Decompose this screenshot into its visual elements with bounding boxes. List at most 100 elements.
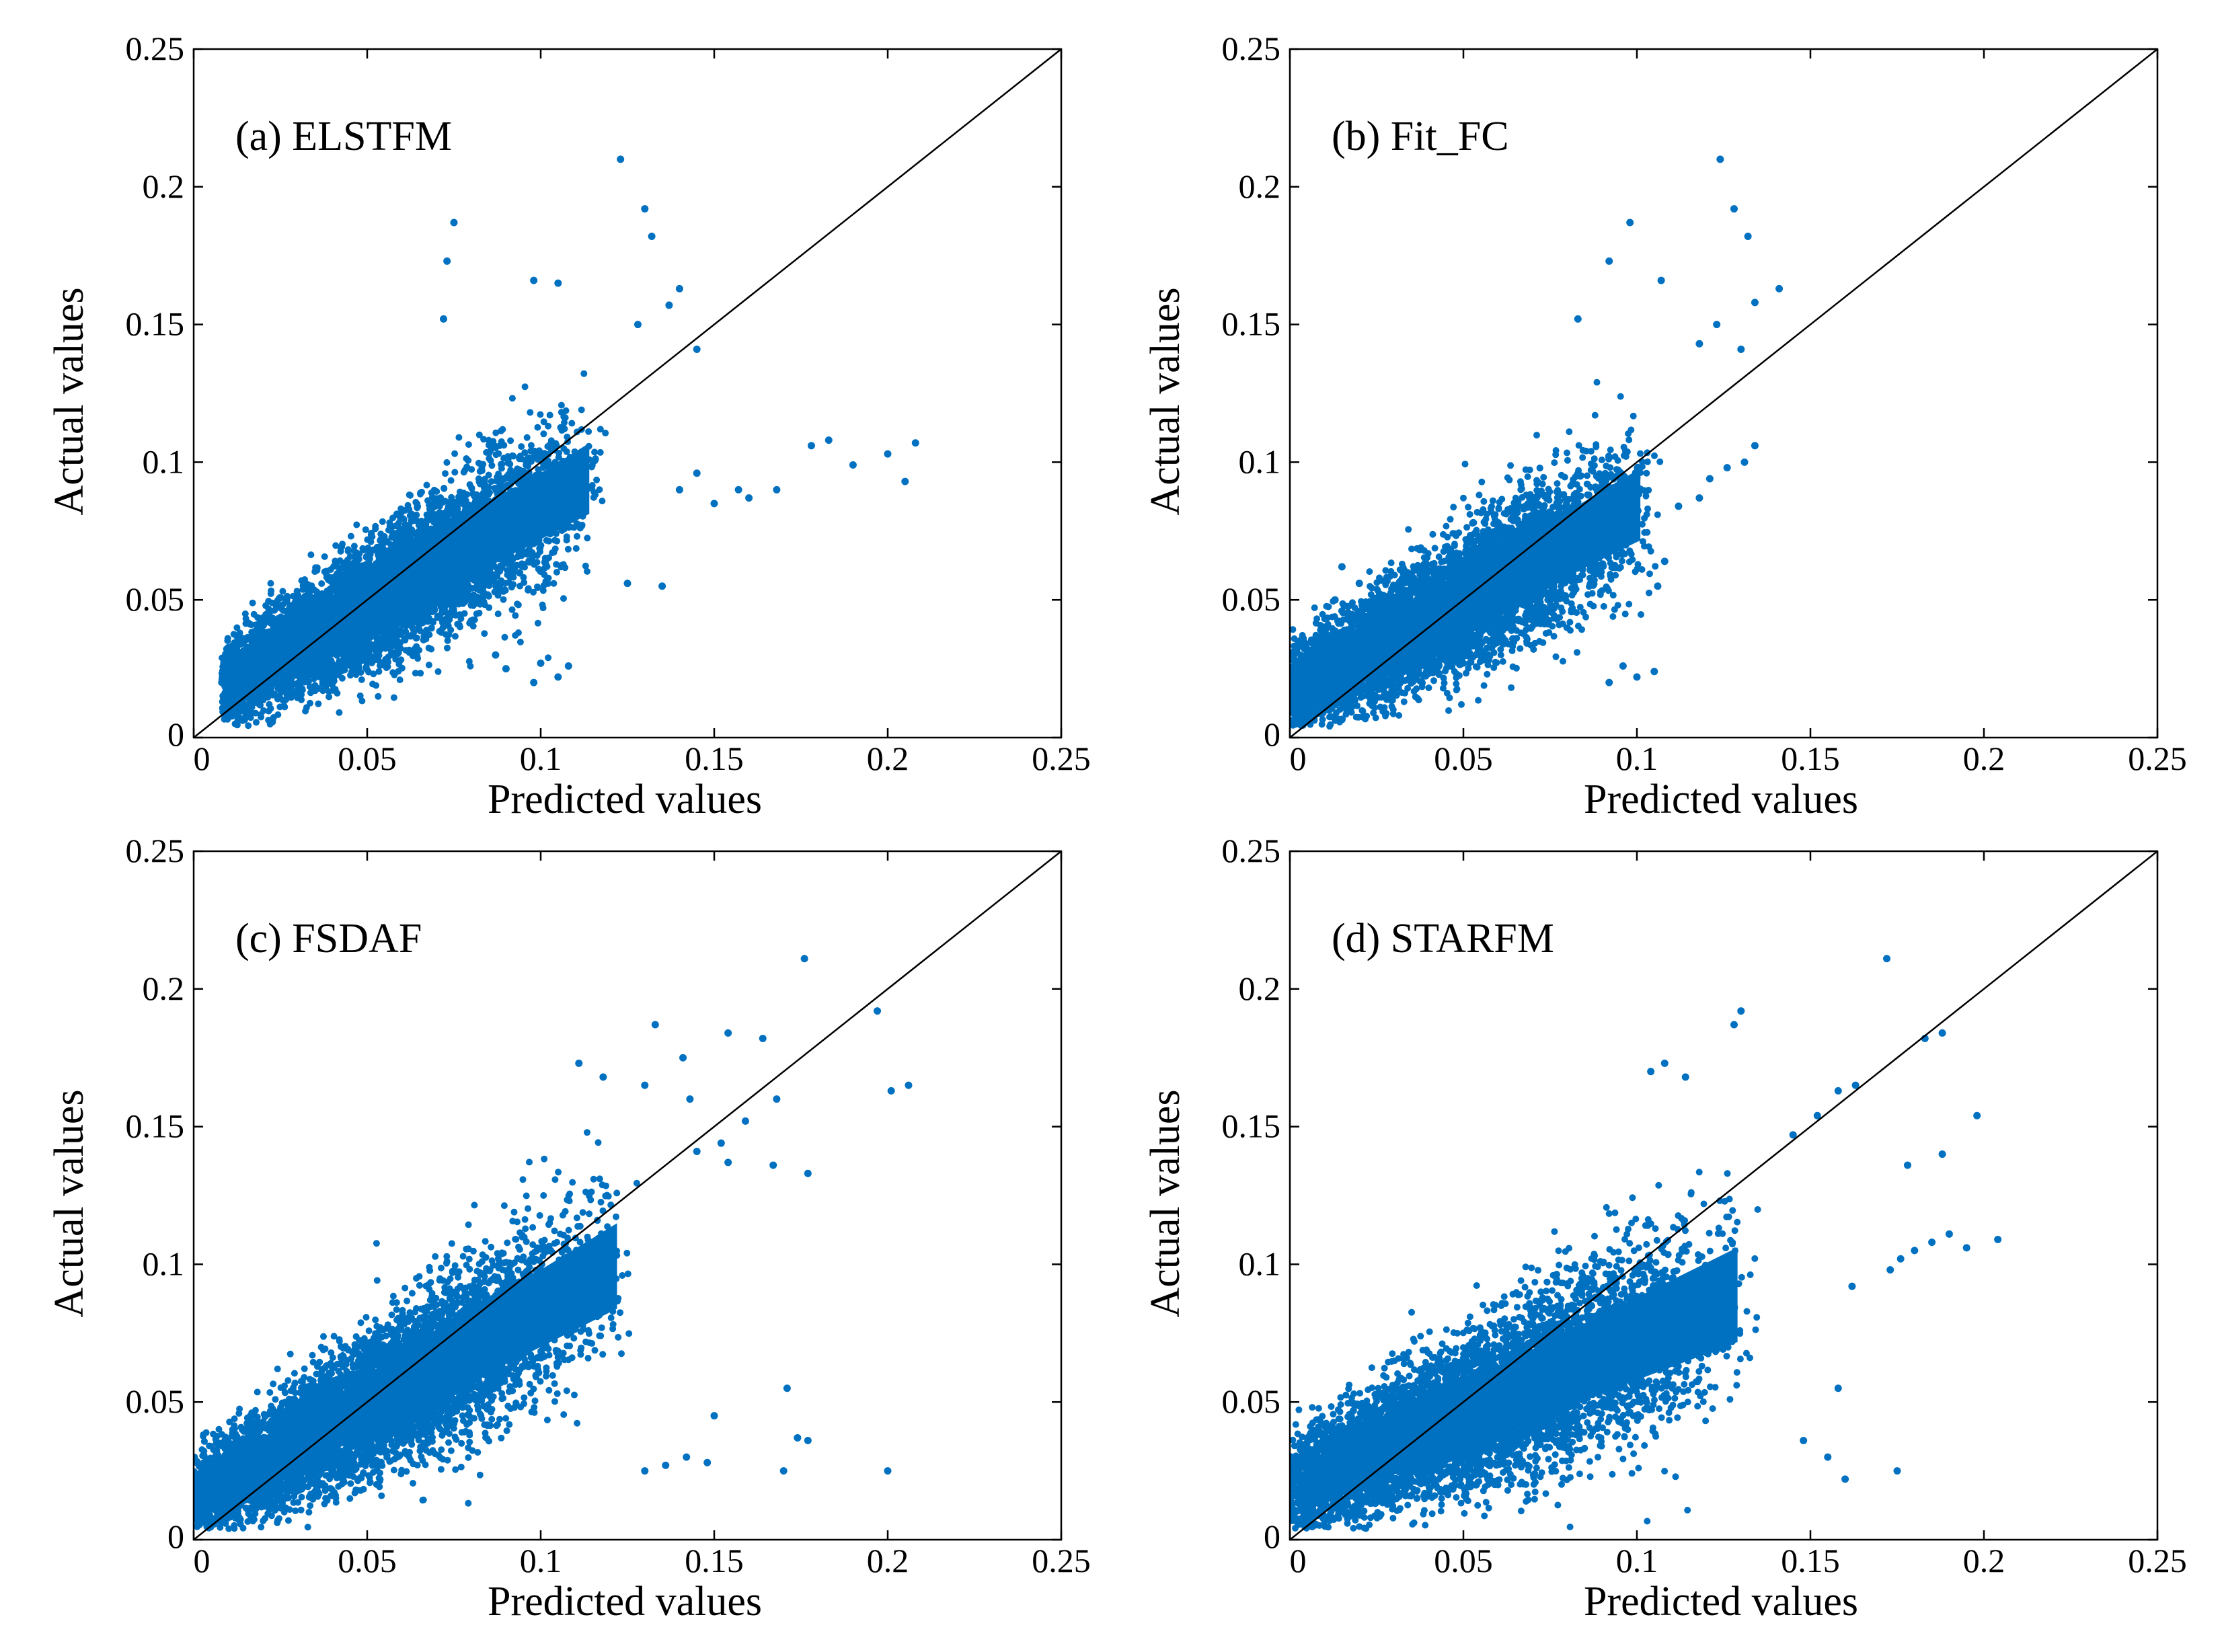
cloud-point (463, 455, 470, 462)
cloud-point (321, 553, 328, 560)
cloud-point (592, 491, 599, 498)
cloud-point (510, 453, 517, 460)
cloud-point (396, 676, 404, 684)
cloud-point (564, 545, 572, 553)
cloud-point (245, 619, 252, 627)
cloud-point (465, 658, 473, 665)
cloud-point (527, 447, 535, 455)
cloud-point (375, 693, 382, 700)
cloud-point (537, 453, 544, 460)
cloud-point (546, 411, 553, 419)
cloud-point (468, 466, 475, 473)
cloud-point (530, 588, 537, 596)
cloud-point (461, 466, 469, 473)
cloud-point (457, 611, 464, 619)
cloud-point (249, 599, 256, 606)
cloud-point (358, 676, 365, 683)
cloud-point (481, 630, 488, 637)
cloud-point (537, 411, 544, 418)
cloud-point (420, 637, 427, 643)
cloud-point (507, 437, 514, 444)
cloud-point (434, 668, 442, 675)
cloud-point (596, 486, 603, 494)
cloud-point (423, 481, 430, 489)
cloud-point (357, 669, 365, 676)
cloud-point (508, 395, 516, 402)
cloud-point (435, 502, 443, 509)
cloud-point (553, 537, 561, 545)
cloud-point (534, 424, 541, 431)
cloud-point (347, 672, 354, 679)
cloud-point (585, 428, 592, 435)
cloud-point (362, 526, 369, 533)
cloud-point (584, 567, 591, 575)
cloud-point (353, 521, 360, 528)
cloud-point (527, 557, 535, 564)
cloud-point (508, 606, 516, 613)
cloud-point (568, 420, 576, 427)
cloud-point (233, 624, 241, 631)
cloud-point (375, 668, 383, 675)
cloud-point (446, 616, 453, 623)
cloud-point (364, 536, 371, 543)
cloud-point (492, 429, 500, 436)
cloud-point (485, 436, 492, 444)
cloud-point (525, 463, 532, 470)
cloud-point (563, 448, 570, 455)
cloud-point (494, 611, 502, 617)
cloud-point (390, 694, 397, 701)
cloud-point (476, 600, 484, 608)
cloud-point (440, 485, 448, 492)
cloud-point (480, 436, 488, 443)
cloud-point (318, 580, 325, 587)
cloud-point (487, 457, 494, 464)
cloud-point (417, 670, 424, 677)
cloud-point (584, 535, 591, 542)
cloud-point (281, 703, 289, 711)
cloud-point (241, 610, 249, 617)
cloud-point (312, 683, 319, 691)
cloud-point (593, 476, 601, 483)
cloud-point (475, 431, 483, 438)
cloud-point (492, 444, 499, 452)
cloud-point (424, 497, 431, 504)
cloud-point (540, 418, 547, 426)
cloud-point (443, 459, 451, 466)
cloud-point (602, 430, 609, 437)
cloud-point (498, 438, 505, 445)
cloud-point (529, 454, 537, 461)
cloud-point (545, 654, 552, 662)
cloud-point (468, 484, 475, 491)
cloud-point (512, 612, 519, 619)
cloud-point (265, 598, 272, 605)
cloud-point (451, 469, 459, 476)
cloud-point (518, 443, 525, 450)
cloud-point (574, 533, 580, 540)
cloud-point (597, 426, 604, 433)
cloud-point (268, 587, 275, 594)
cloud-point (465, 441, 472, 448)
cloud-point (389, 669, 397, 676)
cloud-point (534, 583, 541, 590)
cloud-point (578, 406, 585, 414)
cloud-point (483, 448, 490, 456)
cloud-point (451, 633, 459, 640)
cloud-point (298, 577, 305, 584)
cloud-point (485, 471, 492, 479)
scatter-panel-1: 0 0.05 0.1 0.15 0.2 0.2500.050.10.150.20.25Pr… (46, 30, 1091, 822)
cloud-point (562, 414, 569, 422)
cloud-point (558, 401, 565, 409)
cloud-point (560, 595, 567, 602)
cloud-point (444, 637, 451, 644)
cloud-point (553, 569, 560, 576)
cloud-point (540, 430, 547, 438)
cloud-point (336, 709, 343, 716)
cloud-point (377, 530, 385, 538)
cloud-point (488, 478, 495, 485)
cloud-point (425, 662, 432, 668)
cloud-point (269, 619, 276, 626)
cloud-point (313, 592, 320, 600)
cloud-point (370, 670, 377, 678)
cloud-point (442, 470, 449, 477)
